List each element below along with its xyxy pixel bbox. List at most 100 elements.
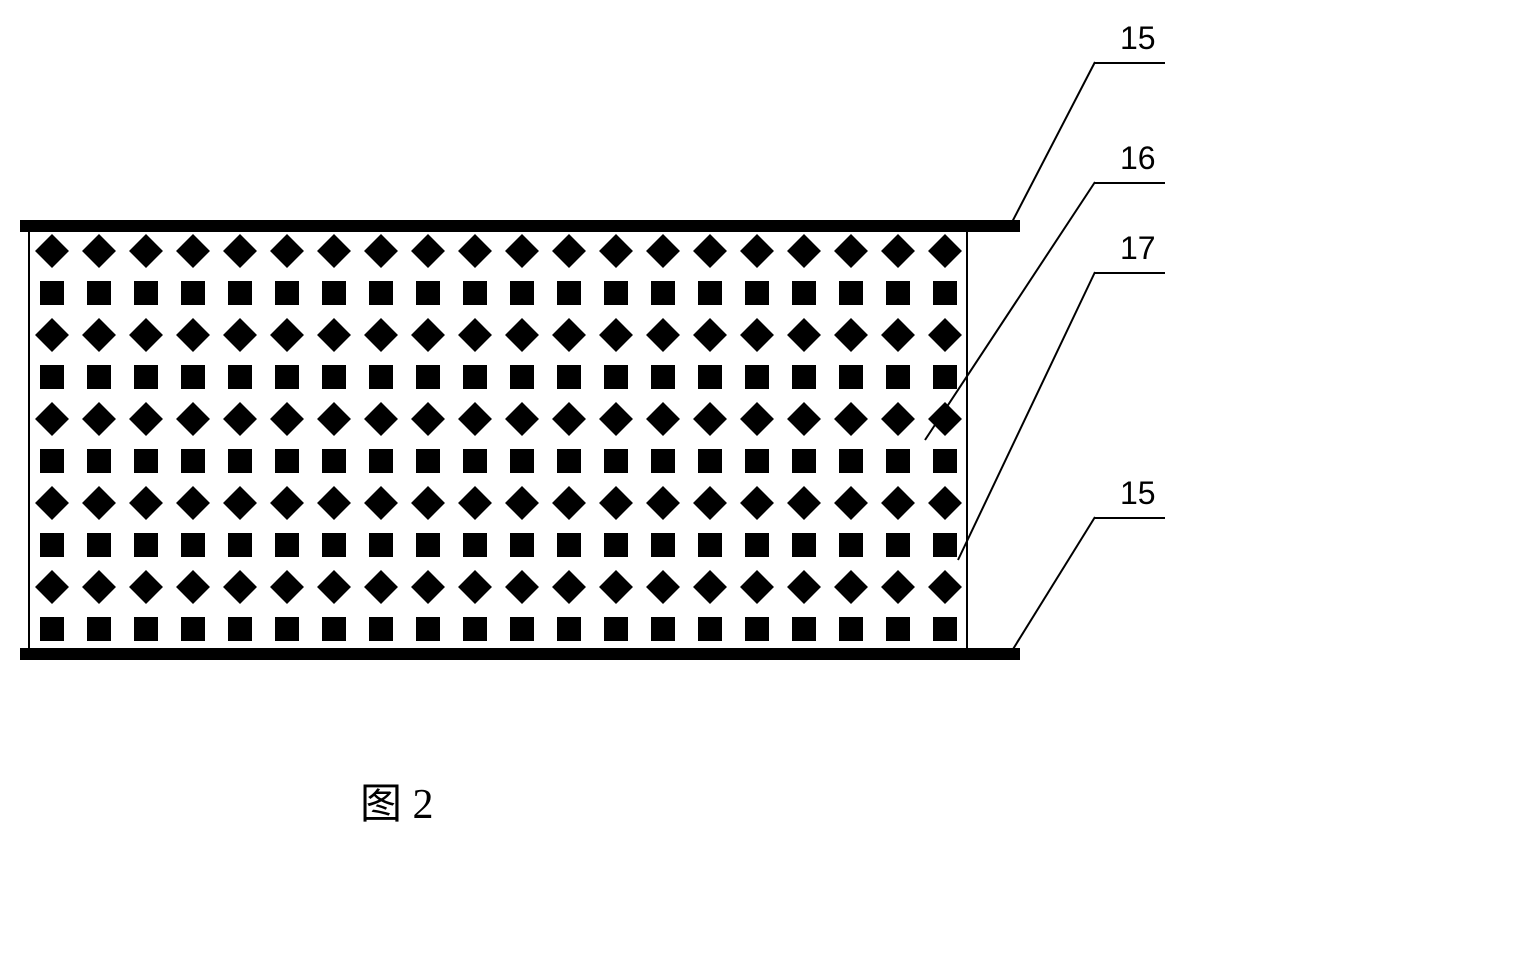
diamond-element — [740, 486, 774, 520]
square-element — [510, 449, 534, 473]
diamond-element — [35, 402, 69, 436]
square-element — [40, 617, 64, 641]
column — [557, 232, 581, 648]
diamond-element — [317, 402, 351, 436]
diamond-element — [129, 570, 163, 604]
square-element — [792, 449, 816, 473]
diamond-element — [881, 570, 915, 604]
top-plate — [20, 220, 1020, 232]
diamond-element — [364, 318, 398, 352]
square-element — [557, 617, 581, 641]
square-element — [933, 281, 957, 305]
callout-label-16: 16 — [1120, 140, 1156, 177]
square-element — [463, 533, 487, 557]
square-element — [698, 533, 722, 557]
diamond-element — [270, 402, 304, 436]
diamond-element — [834, 318, 868, 352]
diamond-element — [552, 570, 586, 604]
diamond-element — [82, 402, 116, 436]
square-element — [87, 617, 111, 641]
diamond-element — [834, 570, 868, 604]
diamond-element — [505, 234, 539, 268]
column — [604, 232, 628, 648]
square-element — [933, 533, 957, 557]
square-element — [40, 533, 64, 557]
diamond-element — [129, 318, 163, 352]
diamond-element — [881, 318, 915, 352]
square-element — [510, 281, 534, 305]
diamond-element — [928, 234, 962, 268]
diamond-element — [834, 402, 868, 436]
diamond-element — [552, 486, 586, 520]
square-element — [181, 365, 205, 389]
square-element — [181, 449, 205, 473]
callout-label-17: 17 — [1120, 230, 1156, 267]
column — [651, 232, 675, 648]
column — [369, 232, 393, 648]
diamond-element — [599, 486, 633, 520]
square-element — [40, 365, 64, 389]
diamond-element — [599, 318, 633, 352]
square-element — [87, 281, 111, 305]
diamond-element — [787, 570, 821, 604]
column — [134, 232, 158, 648]
diamond-element — [834, 234, 868, 268]
column — [322, 232, 346, 648]
diamond-element — [834, 486, 868, 520]
diamond-element — [599, 570, 633, 604]
diamond-element — [176, 402, 210, 436]
figure-caption: 图 2 — [360, 770, 434, 831]
square-element — [839, 281, 863, 305]
column — [275, 232, 299, 648]
diamond-element — [364, 234, 398, 268]
diamond-element — [505, 318, 539, 352]
column — [463, 232, 487, 648]
square-element — [698, 617, 722, 641]
diamond-element — [458, 234, 492, 268]
column — [792, 232, 816, 648]
diamond-element — [458, 318, 492, 352]
diamond-element — [740, 402, 774, 436]
square-element — [228, 533, 252, 557]
square-element — [604, 365, 628, 389]
diamond-element — [129, 402, 163, 436]
diamond-element — [693, 318, 727, 352]
square-element — [792, 365, 816, 389]
diamond-element — [928, 318, 962, 352]
diamond-element — [411, 570, 445, 604]
square-element — [134, 533, 158, 557]
column — [416, 232, 440, 648]
column — [886, 232, 910, 648]
square-element — [181, 281, 205, 305]
square-element — [463, 617, 487, 641]
diamond-element — [599, 402, 633, 436]
diamond-element — [928, 486, 962, 520]
square-element — [745, 281, 769, 305]
square-element — [933, 449, 957, 473]
leader-line — [1010, 517, 1095, 654]
square-element — [228, 365, 252, 389]
bottom-plate — [20, 648, 1020, 660]
column — [40, 232, 64, 648]
diamond-element — [693, 486, 727, 520]
square-element — [557, 449, 581, 473]
diamond-element — [82, 486, 116, 520]
column — [510, 232, 534, 648]
diamond-element — [411, 486, 445, 520]
diamond-element — [505, 570, 539, 604]
square-element — [228, 617, 252, 641]
square-element — [792, 617, 816, 641]
square-element — [322, 365, 346, 389]
diamond-element — [82, 318, 116, 352]
diamond-element — [176, 486, 210, 520]
diamond-element — [411, 402, 445, 436]
square-element — [698, 281, 722, 305]
diamond-element — [317, 486, 351, 520]
diamond-element — [458, 402, 492, 436]
square-element — [369, 365, 393, 389]
diamond-element — [693, 234, 727, 268]
square-element — [322, 533, 346, 557]
square-element — [839, 449, 863, 473]
diamond-element — [411, 318, 445, 352]
callout-underline — [1095, 182, 1165, 184]
